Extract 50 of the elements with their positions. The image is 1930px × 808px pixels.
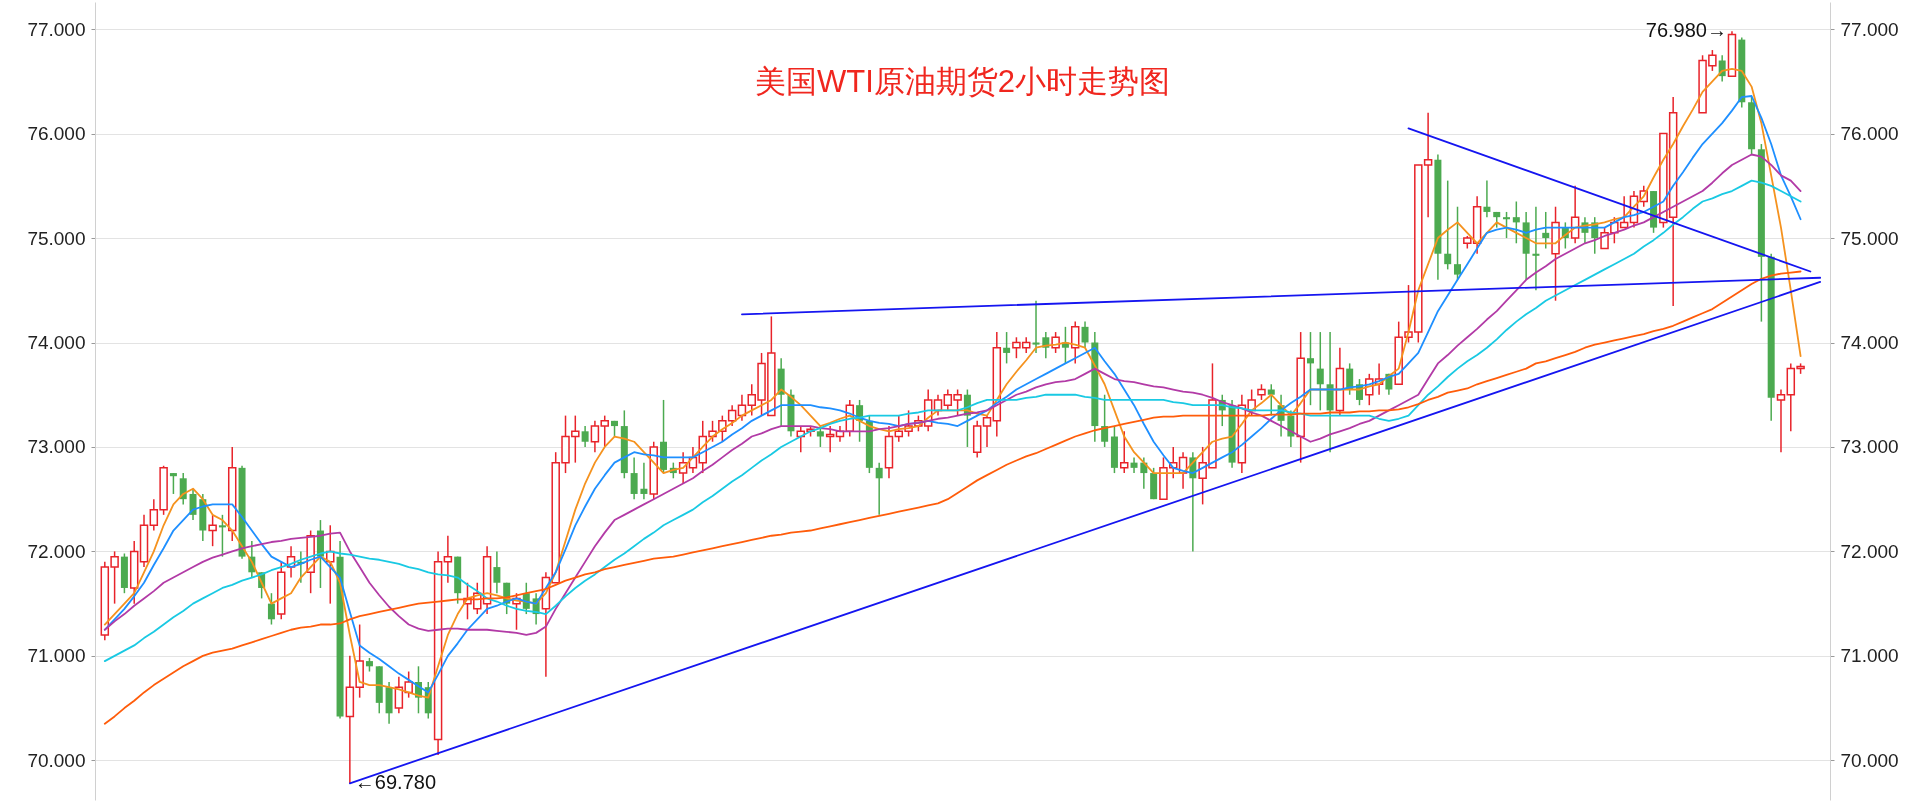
candlestick [1032, 299, 1040, 354]
candlestick [1003, 331, 1011, 365]
candlestick [189, 487, 197, 521]
y2-tick-label: 73.000 [1840, 436, 1899, 458]
candlestick [640, 461, 648, 500]
candlestick [581, 425, 589, 448]
candlestick [443, 534, 453, 584]
candlestick [1306, 331, 1314, 406]
y2-tick-label: 72.000 [1840, 540, 1899, 562]
text: 美国WTI原油期货2小时走势图 [754, 64, 1171, 100]
y2-tick-label: 74.000 [1840, 332, 1899, 354]
candlestick [1542, 211, 1550, 250]
y-tick-label: 72.000 [27, 540, 86, 562]
candlestick [982, 414, 992, 448]
candlestick [1532, 205, 1540, 292]
candlestick [218, 514, 226, 558]
annotation: 76.980→ [1645, 19, 1727, 42]
candlestick [1119, 430, 1129, 474]
candlestick [875, 461, 883, 516]
candlestick [1503, 211, 1511, 239]
y-tick-label: 75.000 [27, 227, 86, 249]
candlestick [169, 472, 177, 495]
candlestick [1101, 393, 1109, 448]
y-tick-label: 71.000 [27, 645, 86, 667]
candlestick [1444, 179, 1452, 271]
candlestick [208, 514, 217, 547]
y-tick-label: 77.000 [27, 18, 86, 40]
candlestick [630, 456, 638, 500]
candlestick [1454, 205, 1462, 281]
y2-tick-label: 70.000 [1840, 749, 1899, 771]
candlestick [1512, 200, 1520, 245]
line-series [103, 270, 1802, 725]
y2-tick-label: 71.000 [1840, 645, 1899, 667]
y2-tick-label: 76.000 [1840, 123, 1899, 145]
y2-tick-label: 77.000 [1840, 18, 1899, 40]
candlestick [179, 472, 187, 506]
y-tick-label: 76.000 [27, 123, 86, 145]
y-tick-label: 73.000 [27, 436, 86, 458]
y-tick-label: 74.000 [27, 332, 86, 354]
annotation: ←69.780 [354, 771, 437, 794]
candlestick [1316, 331, 1324, 412]
candlestick [267, 592, 275, 626]
candlestick [1776, 388, 1786, 453]
candlestick [1081, 320, 1089, 349]
candlestick [493, 550, 501, 594]
y-tick-label: 70.000 [27, 749, 86, 771]
y2-tick-label: 75.000 [1840, 227, 1899, 249]
candlestick [1287, 409, 1295, 448]
candlestick [1483, 179, 1491, 218]
candlestick [1130, 456, 1138, 474]
